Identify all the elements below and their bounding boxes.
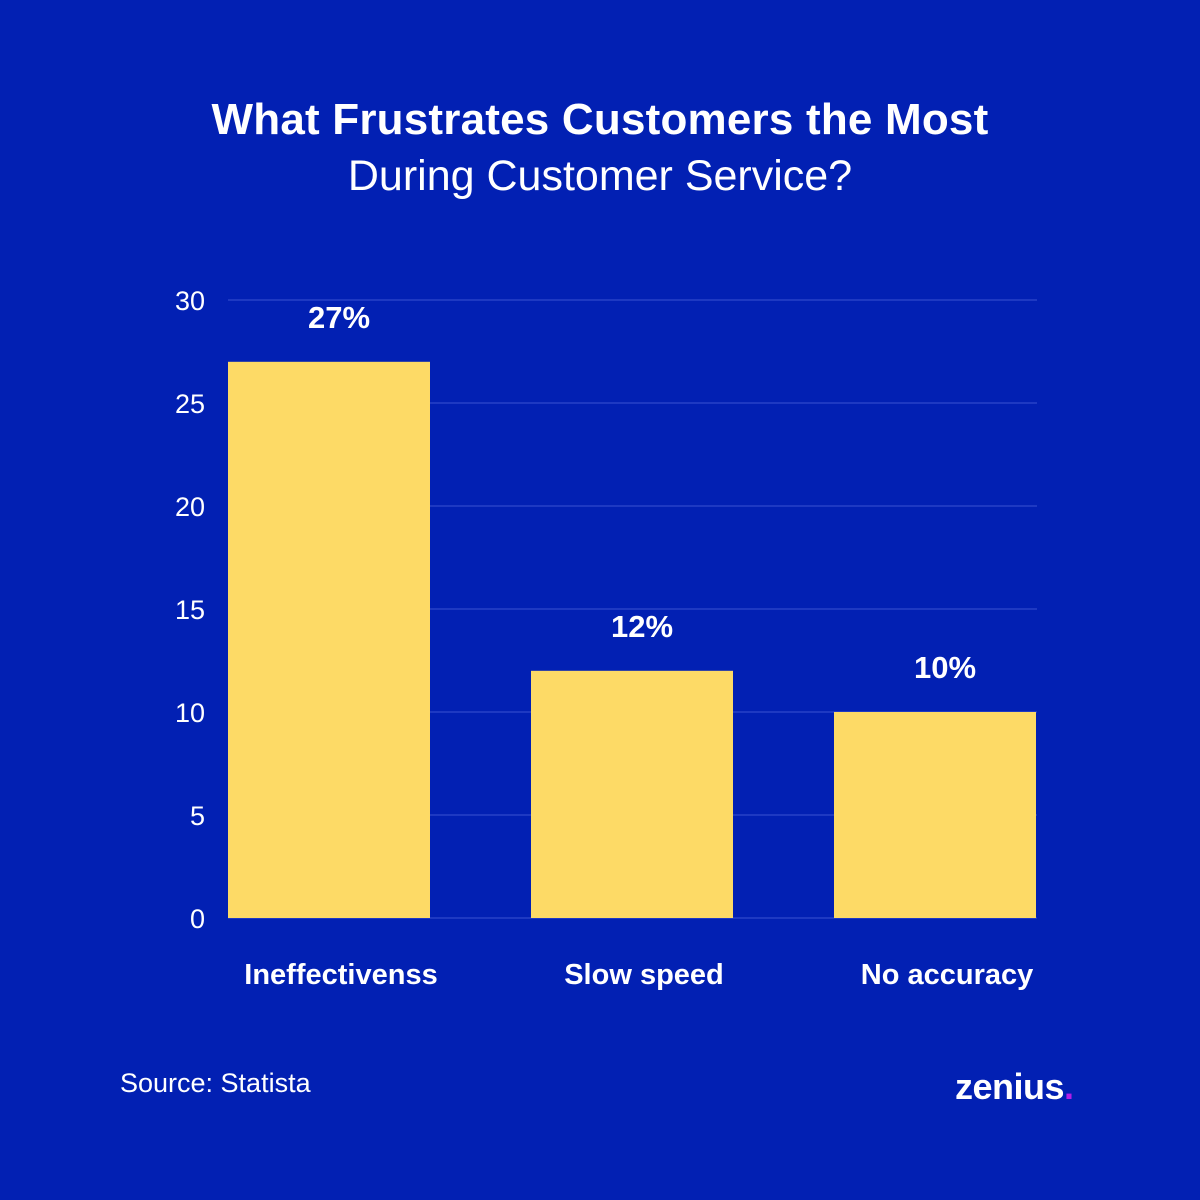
bar [228,361,430,918]
x-category-label: Ineffectivenss [244,959,437,991]
chart-subtitle: During Customer Service? [347,152,853,200]
data-label: 27% [308,300,370,335]
y-tick-label: 30 [175,286,205,316]
y-tick-label: 20 [175,492,205,522]
bar [834,712,1036,918]
y-tick-label: 15 [175,595,205,625]
data-label: 12% [611,609,673,644]
chart-title: What Frustrates Customers the Most [211,95,989,144]
data-label: 10% [914,650,976,685]
y-tick-label: 5 [190,801,205,831]
y-tick-label: 0 [190,904,205,934]
x-category-label: No accuracy [861,959,1034,991]
x-category-label: Slow speed [564,959,724,991]
bar [531,670,733,918]
y-tick-label: 25 [175,389,205,419]
source-note: Source: Statista [120,1068,311,1098]
y-tick-label: 10 [175,698,205,728]
logo-dot: . [1064,1066,1074,1107]
logo-text: zenius [955,1066,1065,1107]
zenius-logo: zenius. [955,1066,1074,1108]
